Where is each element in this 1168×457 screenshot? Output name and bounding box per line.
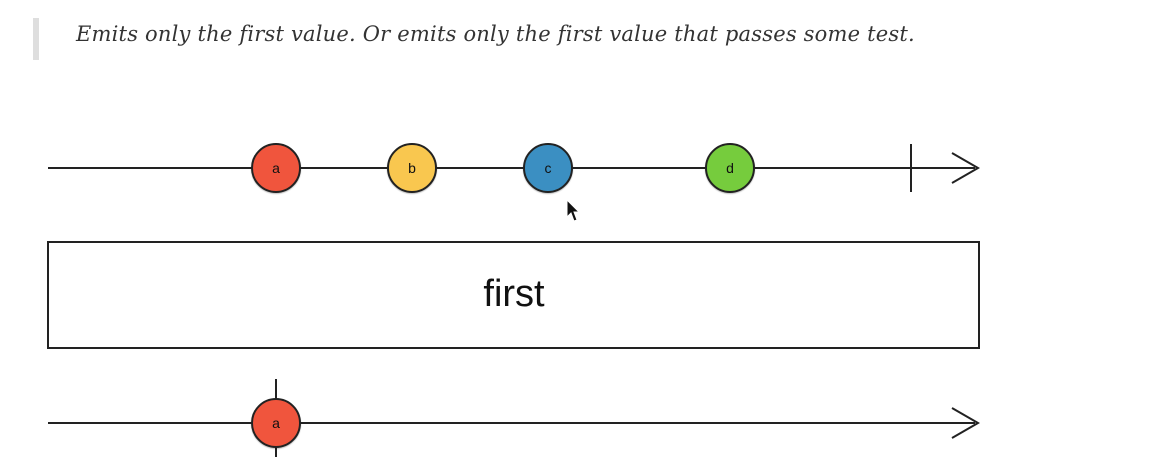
input-marble-c: c xyxy=(523,143,573,193)
input-marbles: a b c d xyxy=(251,143,755,193)
input-marble-label: c xyxy=(545,160,552,176)
output-marbles: a xyxy=(251,398,301,448)
input-marble-label: b xyxy=(408,160,416,176)
output-marble-circle xyxy=(251,398,301,448)
input-timeline: a b c d xyxy=(48,143,981,193)
input-timeline-arrow xyxy=(951,152,981,184)
input-marble-a: a xyxy=(251,143,301,193)
input-marble-b: b xyxy=(387,143,437,193)
input-marble-label: d xyxy=(726,160,734,176)
input-marble-circle xyxy=(705,143,755,193)
input-marble-circle xyxy=(251,143,301,193)
blockquote-bar xyxy=(33,18,39,60)
operator-label: first xyxy=(483,273,545,315)
operator-box: first xyxy=(47,241,980,349)
input-marble-d: d xyxy=(705,143,755,193)
input-marble-label: a xyxy=(272,160,280,176)
operator-description: Emits only the first value. Or emits onl… xyxy=(76,22,915,46)
mouse-pointer-icon xyxy=(566,198,581,222)
input-marble-circle xyxy=(387,143,437,193)
output-marble-label: a xyxy=(272,415,280,431)
output-marble-a: a xyxy=(251,398,301,448)
output-timeline-arrow xyxy=(951,407,981,439)
input-marble-circle xyxy=(523,143,573,193)
operator-box-rect xyxy=(47,241,980,349)
output-timeline: a xyxy=(48,379,981,457)
